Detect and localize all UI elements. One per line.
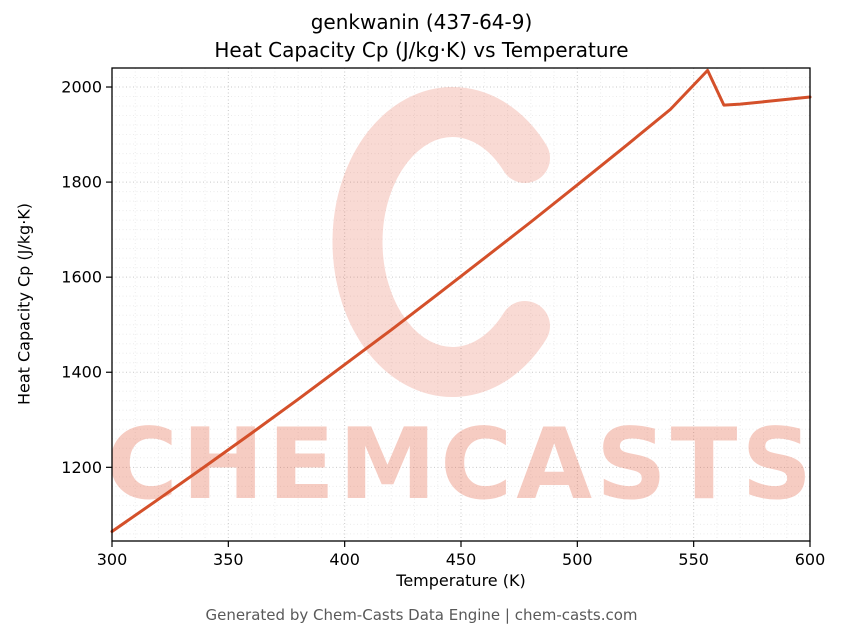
x-tick-label: 300: [97, 550, 128, 569]
chart-title-line2: Heat Capacity Cp (J/kg·K) vs Temperature: [214, 38, 629, 62]
watermark-text: CHEMCASTS: [106, 408, 816, 522]
chart-title: genkwanin (437-64-9) Heat Capacity Cp (J…: [0, 8, 843, 64]
y-tick-label: 1800: [61, 173, 102, 192]
chart-title-line1: genkwanin (437-64-9): [310, 10, 533, 34]
footer-text: Generated by Chem-Casts Data Engine | ch…: [205, 606, 638, 624]
plot-line: [110, 68, 812, 533]
x-tick-label: 550: [678, 550, 709, 569]
x-tick-label: 350: [213, 550, 244, 569]
x-tick-label: 600: [795, 550, 826, 569]
x-tick-label: 450: [446, 550, 477, 569]
watermark-c-logo-icon: [332, 87, 550, 397]
watermark: CHEMCASTS: [106, 87, 816, 522]
y-tick-label: 2000: [61, 78, 102, 97]
y-tick-label: 1400: [61, 363, 102, 382]
x-tick-label: 500: [562, 550, 593, 569]
x-axis-label: Temperature (K): [396, 571, 526, 590]
x-tick-label: 400: [329, 550, 360, 569]
y-tick-label: 1600: [61, 268, 102, 287]
y-tick-label: 1200: [61, 458, 102, 477]
